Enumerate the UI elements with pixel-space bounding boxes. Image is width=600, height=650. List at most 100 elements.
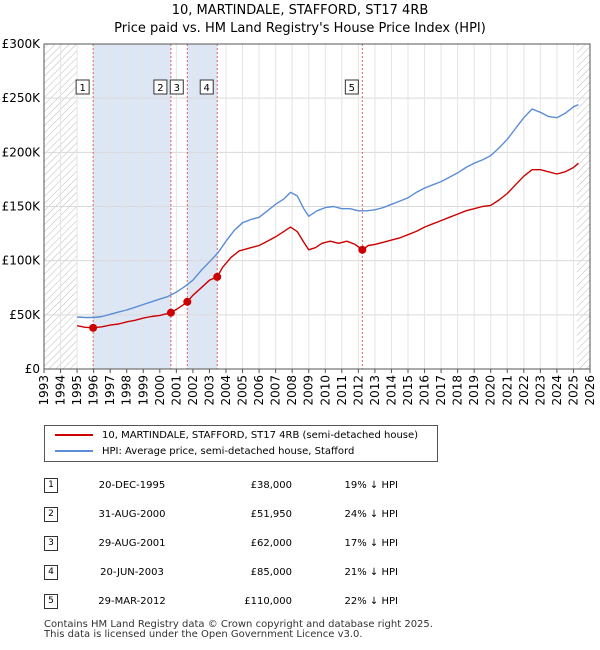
x-tick-label: 2025 [566, 375, 580, 406]
footer-line-2: This data is licensed under the Open Gov… [44, 629, 363, 640]
property-series-line [76, 162, 579, 329]
transaction-hpi-diff-cell: 19% ↓ HPI [292, 471, 398, 500]
transaction-date: 20-DEC-1995 [98, 480, 166, 491]
transaction-number-cell: 4 [44, 558, 82, 587]
sale-label-box-1 [75, 79, 90, 95]
table-row: 2 31-AUG-2000 £51,950 24% ↓ HPI [44, 500, 398, 529]
y-tick-label: £100K [2, 254, 42, 268]
title-line-1: 10, MARTINDALE, STAFFORD, ST17 4RB [171, 3, 429, 18]
transaction-hpi-diff: 24% ↓ HPI [344, 509, 398, 520]
transaction-date-cell: 29-MAR-2012 [82, 587, 182, 616]
transaction-number-cell: 3 [44, 529, 82, 558]
x-tick-label: 2009 [302, 375, 316, 406]
transaction-hpi-diff: 19% ↓ HPI [344, 480, 398, 491]
x-tick-label: 2006 [252, 375, 266, 406]
transaction-price-cell: £62,000 [182, 529, 292, 558]
x-tick-label: 1997 [103, 375, 117, 406]
x-tick-label: 2024 [550, 375, 564, 406]
sale-point-4 [213, 272, 222, 281]
x-tick-label: 2026 [583, 375, 597, 406]
table-row: 4 20-JUN-2003 £85,000 21% ↓ HPI [44, 558, 398, 587]
legend-item-hpi: HPI: Average price, semi-detached house,… [55, 444, 354, 460]
x-tick-label: 1998 [120, 375, 134, 406]
sale-label-box-3 [169, 79, 184, 95]
x-tick-label: 1994 [54, 375, 68, 406]
x-tick-label: 1996 [87, 375, 101, 406]
x-tick-label: 2001 [169, 375, 183, 406]
footer: Contains HM Land Registry data © Crown c… [44, 620, 433, 640]
y-tick-label: £0 [25, 362, 40, 376]
x-tick-label: 2020 [484, 375, 498, 406]
y-tick-label: £150K [2, 200, 42, 214]
legend-swatch-red [55, 434, 93, 436]
transaction-hpi-diff-cell: 21% ↓ HPI [292, 558, 398, 587]
x-tick-label: 2011 [335, 375, 349, 406]
plot-frame [43, 43, 591, 370]
transaction-date-cell: 20-JUN-2003 [82, 558, 182, 587]
sale-point-3 [183, 297, 192, 306]
x-tick-label: 2000 [153, 375, 167, 406]
legend-label-hpi: HPI: Average price, semi-detached house,… [102, 446, 355, 457]
transaction-hpi-diff: 17% ↓ HPI [344, 538, 398, 549]
x-tick-label: 2023 [533, 375, 547, 406]
table-row: 1 20-DEC-1995 £38,000 19% ↓ HPI [44, 471, 398, 500]
x-tick-label: 2003 [202, 375, 216, 406]
x-tick-label: 2005 [236, 375, 250, 406]
transaction-date: 29-MAR-2012 [98, 596, 166, 607]
x-tick-label: 2004 [219, 375, 233, 406]
transaction-price-cell: £38,000 [182, 471, 292, 500]
x-tick-label: 2021 [500, 375, 514, 406]
table-row: 5 29-MAR-2012 £110,000 22% ↓ HPI [44, 587, 398, 616]
x-tick-label: 2008 [285, 375, 299, 406]
transaction-number-cell: 5 [44, 587, 82, 616]
sale-point-1 [89, 323, 98, 332]
y-tick-label: £200K [2, 145, 42, 159]
footer-line-1: Contains HM Land Registry data © Crown c… [44, 619, 433, 630]
transaction-hpi-diff-cell: 22% ↓ HPI [292, 587, 398, 616]
sale-point-5 [358, 245, 367, 254]
transaction-number: 3 [44, 536, 58, 551]
transaction-date: 20-JUN-2003 [100, 567, 164, 578]
transaction-price-cell: £51,950 [182, 500, 292, 529]
sale-label-1: 1 [79, 83, 85, 94]
transaction-date: 31-AUG-2000 [98, 509, 166, 520]
transaction-price: £110,000 [244, 596, 292, 607]
transaction-price: £85,000 [250, 567, 292, 578]
chart-title: 10, MARTINDALE, STAFFORD, ST17 4RB Price… [0, 2, 600, 38]
x-tick-label: 2012 [351, 375, 365, 406]
sale-label-3: 3 [174, 83, 180, 94]
x-tick-label: 2022 [517, 375, 531, 406]
y-tick-label: £50K [9, 308, 41, 322]
title-line-2: Price paid vs. HM Land Registry's House … [114, 21, 486, 36]
x-tick-label: 2002 [186, 375, 200, 406]
x-tick-label: 2013 [368, 375, 382, 406]
x-tick-label: 2016 [418, 375, 432, 406]
transaction-number-cell: 1 [44, 471, 82, 500]
x-tick-label: 1995 [70, 375, 84, 406]
transaction-date: 29-AUG-2001 [98, 538, 166, 549]
transaction-number: 5 [44, 594, 58, 609]
x-tick-label: 2018 [451, 375, 465, 406]
sale-label-box-2 [153, 79, 168, 95]
legend-label-property: 10, MARTINDALE, STAFFORD, ST17 4RB (semi… [102, 430, 419, 441]
sale-label-box-4 [199, 79, 214, 95]
transaction-number: 2 [44, 507, 58, 522]
sale-label-box-5 [344, 79, 359, 95]
transaction-price: £51,950 [250, 509, 292, 520]
transaction-price-cell: £85,000 [182, 558, 292, 587]
x-tick-label: 1999 [136, 375, 150, 406]
transaction-date-cell: 29-AUG-2001 [82, 529, 182, 558]
sale-label-4: 4 [204, 83, 210, 94]
x-tick-label: 2007 [269, 375, 283, 406]
transaction-price-cell: £110,000 [182, 587, 292, 616]
x-tick-label: 1993 [37, 375, 51, 406]
x-tick-label: 2017 [434, 375, 448, 406]
legend: 10, MARTINDALE, STAFFORD, ST17 4RB (semi… [44, 425, 438, 462]
table-row: 3 29-AUG-2001 £62,000 17% ↓ HPI [44, 529, 398, 558]
transaction-number: 1 [44, 478, 58, 493]
x-tick-label: 2015 [401, 375, 415, 406]
transaction-hpi-diff: 21% ↓ HPI [344, 567, 398, 578]
transaction-hpi-diff: 22% ↓ HPI [344, 596, 398, 607]
x-tick-label: 2014 [384, 375, 398, 406]
sale-label-5: 5 [349, 83, 355, 94]
